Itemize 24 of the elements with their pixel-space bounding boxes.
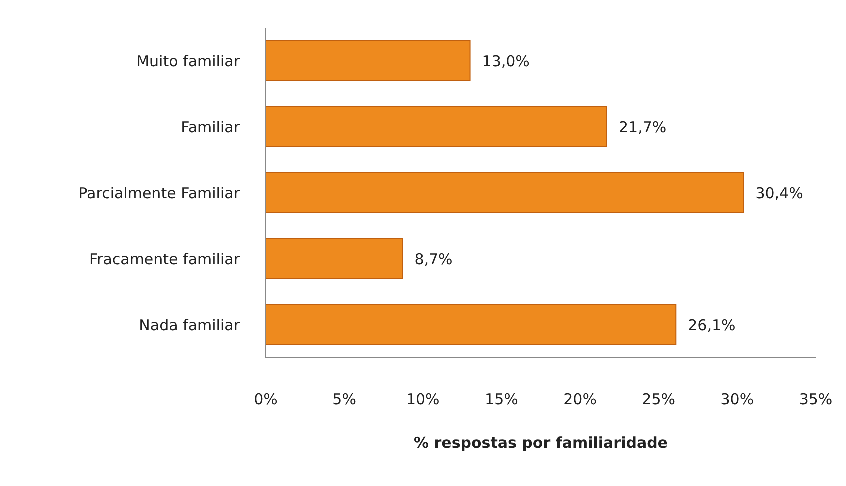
bar (266, 106, 608, 148)
y-tick-label: Familiar (181, 118, 241, 136)
x-tick-label: 0% (254, 390, 278, 409)
y-tick-label: Fracamente familiar (89, 250, 241, 268)
x-tick-label: 20% (564, 390, 597, 409)
x-tick-label: 10% (406, 390, 440, 409)
data-label: 30,4% (756, 184, 804, 202)
bar (266, 172, 744, 214)
y-tick-label: Nada familiar (139, 316, 241, 334)
data-label: 21,7% (619, 118, 667, 136)
x-tick-label: 30% (720, 390, 754, 409)
bar (266, 304, 677, 346)
x-tick-label: 35% (799, 390, 833, 409)
x-tick-label: 5% (332, 390, 356, 409)
data-label: 8,7% (414, 250, 453, 268)
y-tick-label: Parcialmente Familiar (78, 184, 241, 202)
data-label: 13,0% (482, 52, 530, 70)
x-axis-title: % respostas por familiaridade (414, 434, 668, 452)
x-tick-label: 15% (485, 390, 518, 409)
data-label: 26,1% (688, 316, 736, 334)
x-tick-label: 25% (642, 390, 676, 409)
y-tick-label: Muito familiar (136, 52, 241, 70)
bar (266, 40, 471, 82)
bar (266, 238, 404, 280)
